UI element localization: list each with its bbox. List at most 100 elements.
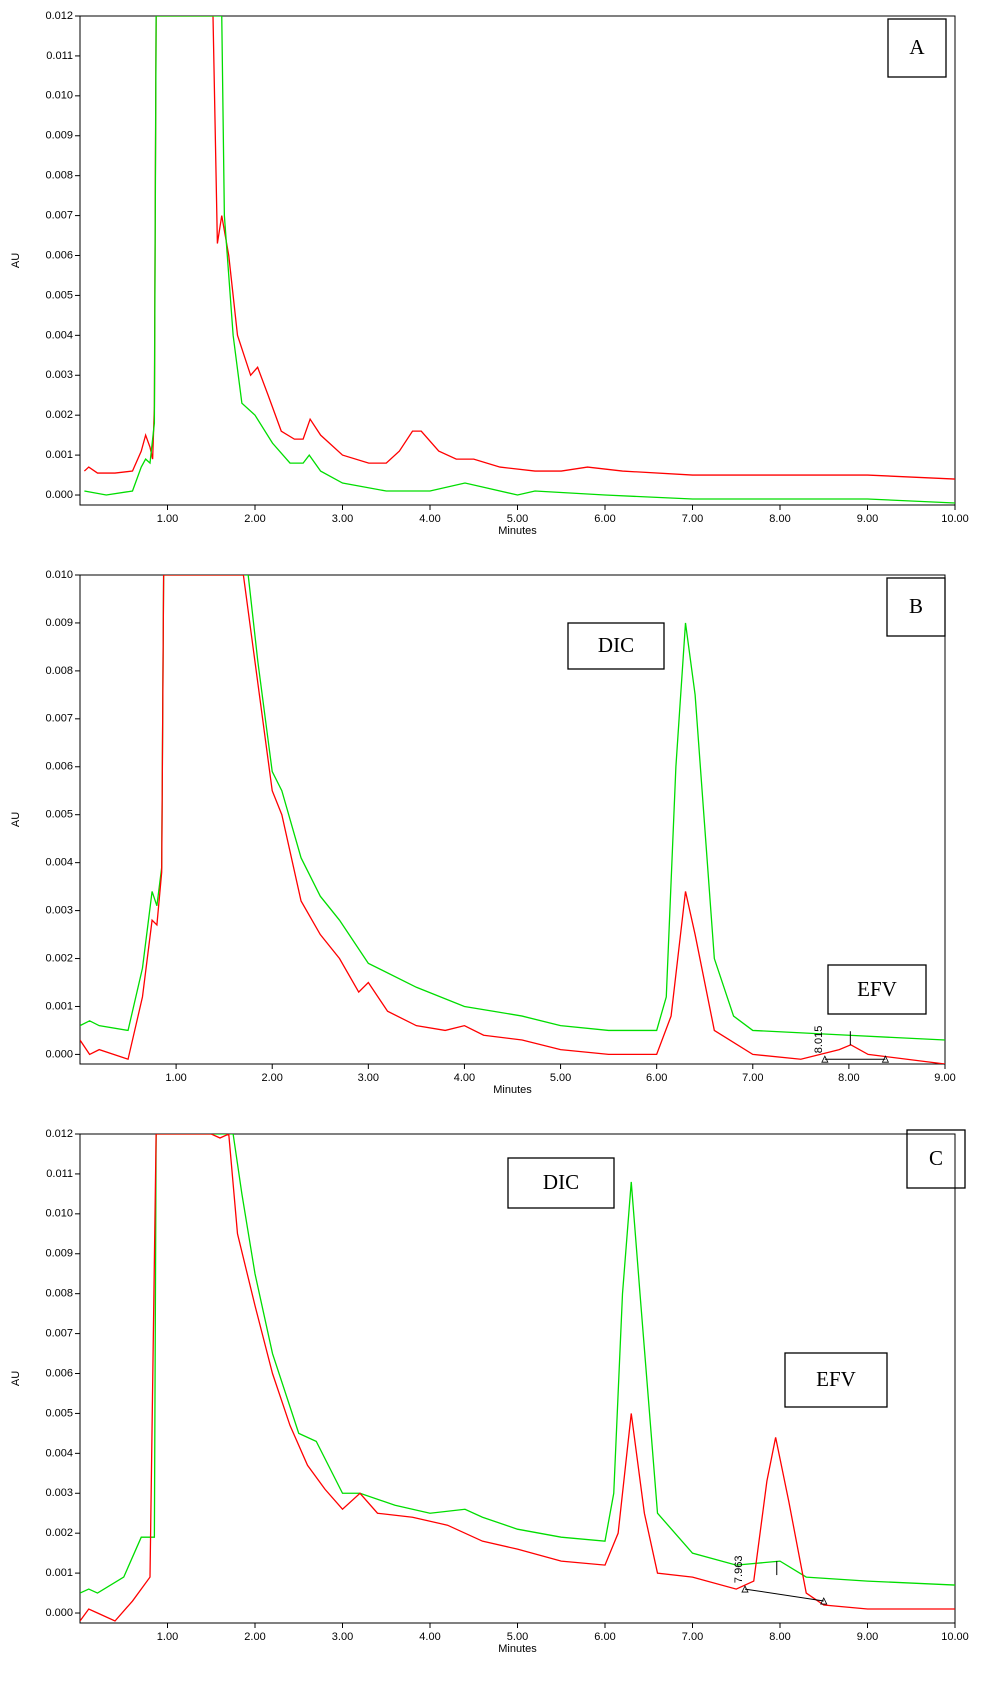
annotation-box bbox=[827, 964, 927, 1015]
y-tick-label: 0.003 bbox=[45, 369, 73, 381]
y-tick-label: 0.008 bbox=[45, 1288, 73, 1300]
y-tick-label: 0.000 bbox=[45, 489, 73, 501]
trace bbox=[80, 1134, 955, 1622]
y-tick-label: 0.004 bbox=[45, 1447, 73, 1459]
y-tick-label: 0.005 bbox=[45, 809, 73, 821]
y-tick-label: 0.004 bbox=[45, 857, 73, 869]
panel-label: A bbox=[909, 35, 925, 59]
x-tick-label: 7.00 bbox=[682, 1631, 703, 1643]
x-tick-label: 8.00 bbox=[838, 1072, 859, 1084]
baseline-marker bbox=[821, 1055, 829, 1063]
y-tick-label: 0.010 bbox=[45, 90, 73, 102]
y-tick-label: 0.001 bbox=[45, 449, 73, 461]
x-tick-label: 2.00 bbox=[262, 1072, 283, 1084]
y-tick-label: 0.006 bbox=[45, 1367, 73, 1379]
x-tick-label: 7.00 bbox=[742, 1072, 763, 1084]
x-tick-label: 5.00 bbox=[507, 513, 528, 525]
x-axis-label: Minutes bbox=[498, 525, 537, 537]
x-tick-label: 9.00 bbox=[857, 1631, 878, 1643]
annotation: DIC bbox=[543, 1170, 579, 1194]
x-tick-label: 2.00 bbox=[244, 513, 265, 525]
baseline-marker bbox=[820, 1597, 828, 1605]
y-tick-label: 0.003 bbox=[45, 904, 73, 916]
chart-panel: 0.000 0.001 0.002 0.003 0.004 0.005 0.006 0.007… bbox=[10, 1128, 969, 1655]
plot-frame bbox=[79, 574, 946, 1065]
y-tick-label: 0.006 bbox=[45, 761, 73, 773]
x-tick-label: 4.00 bbox=[419, 1631, 440, 1643]
y-tick-label: 0.005 bbox=[45, 1407, 73, 1419]
baseline-marker bbox=[741, 1585, 749, 1593]
y-tick-label: 0.001 bbox=[45, 1000, 73, 1012]
annotation: DIC bbox=[598, 633, 634, 657]
integration-baseline bbox=[744, 1588, 824, 1602]
label-box bbox=[887, 18, 947, 78]
y-tick-label: 0.002 bbox=[45, 952, 73, 964]
y-tick-label: 0.010 bbox=[45, 569, 73, 581]
y-tick-label: 0.009 bbox=[45, 130, 73, 142]
y-tick-label: 0.002 bbox=[45, 409, 73, 421]
y-tick-label: 0.003 bbox=[45, 1487, 73, 1499]
chart-panel: 0.000 0.001 0.002 0.003 0.004 0.005 0.006 0.007… bbox=[10, 569, 956, 1096]
y-tick-label: 0.011 bbox=[46, 50, 73, 62]
x-tick-label: 1.00 bbox=[157, 513, 178, 525]
annotation-box bbox=[507, 1157, 615, 1209]
y-tick-label: 0.010 bbox=[45, 1208, 73, 1220]
annotation: EFV bbox=[816, 1367, 856, 1391]
x-tick-label: 6.00 bbox=[594, 513, 615, 525]
y-tick-label: 0.009 bbox=[45, 1248, 73, 1260]
y-tick-label: 0.000 bbox=[45, 1607, 73, 1619]
y-tick-label: 0.012 bbox=[45, 10, 73, 22]
chart-panel: 0.000 0.001 0.002 0.003 0.004 0.005 0.006 0.007… bbox=[10, 10, 969, 537]
x-tick-label: 1.00 bbox=[165, 1072, 186, 1084]
x-tick-label: 6.00 bbox=[646, 1072, 667, 1084]
y-tick-label: 0.004 bbox=[45, 329, 73, 341]
x-tick-label: 6.00 bbox=[594, 1631, 615, 1643]
y-axis-label: AU bbox=[10, 1371, 22, 1386]
x-tick-label: 8.00 bbox=[769, 513, 790, 525]
label-box bbox=[886, 577, 946, 637]
x-tick-label: 3.00 bbox=[332, 1631, 353, 1643]
y-tick-label: 0.007 bbox=[45, 713, 73, 725]
panel-b-boxes: B DIC EFV bbox=[567, 577, 946, 1015]
annotation-box bbox=[784, 1352, 888, 1408]
y-tick-label: 0.008 bbox=[45, 665, 73, 677]
trace bbox=[80, 575, 945, 1064]
x-tick-label: 10.00 bbox=[941, 1631, 969, 1643]
baseline-marker bbox=[881, 1055, 890, 1063]
x-tick-label: 5.00 bbox=[507, 1631, 528, 1643]
y-axis-label: AU bbox=[10, 253, 22, 268]
x-axis-label: Minutes bbox=[498, 1643, 537, 1655]
x-tick-label: 9.00 bbox=[857, 513, 878, 525]
y-tick-label: 0.002 bbox=[45, 1527, 73, 1539]
trace bbox=[84, 16, 955, 504]
x-tick-label: 3.00 bbox=[358, 1072, 379, 1084]
x-tick-label: 10.00 bbox=[941, 513, 969, 525]
y-tick-label: 0.012 bbox=[45, 1128, 73, 1140]
x-tick-label: 4.00 bbox=[419, 513, 440, 525]
panel-label: C bbox=[929, 1146, 943, 1170]
x-tick-label: 5.00 bbox=[550, 1072, 571, 1084]
y-tick-label: 0.006 bbox=[45, 249, 73, 261]
x-tick-label: 4.00 bbox=[454, 1072, 475, 1084]
y-tick-label: 0.007 bbox=[45, 209, 73, 221]
x-tick-label: 3.00 bbox=[332, 513, 353, 525]
x-axis-label: Minutes bbox=[493, 1084, 532, 1096]
x-tick-label: 2.00 bbox=[244, 1631, 265, 1643]
trace bbox=[80, 575, 945, 1041]
y-tick-label: 0.011 bbox=[46, 1168, 73, 1180]
plot-frame bbox=[79, 15, 956, 506]
retention-time-label: 7.963 bbox=[733, 1556, 745, 1584]
y-tick-label: 0.008 bbox=[45, 170, 73, 182]
y-tick-label: 0.005 bbox=[45, 289, 73, 301]
y-tick-label: 0.000 bbox=[45, 1048, 73, 1060]
y-tick-label: 0.009 bbox=[45, 617, 73, 629]
trace bbox=[80, 1134, 955, 1594]
trace bbox=[83, 16, 955, 480]
panel-a-box: A bbox=[887, 18, 947, 78]
x-tick-label: 8.00 bbox=[769, 1631, 790, 1643]
y-axis-label: AU bbox=[10, 812, 22, 827]
y-tick-label: 0.001 bbox=[45, 1567, 73, 1579]
x-tick-label: 9.00 bbox=[934, 1072, 955, 1084]
retention-time-label: 8.015 bbox=[813, 1026, 825, 1054]
